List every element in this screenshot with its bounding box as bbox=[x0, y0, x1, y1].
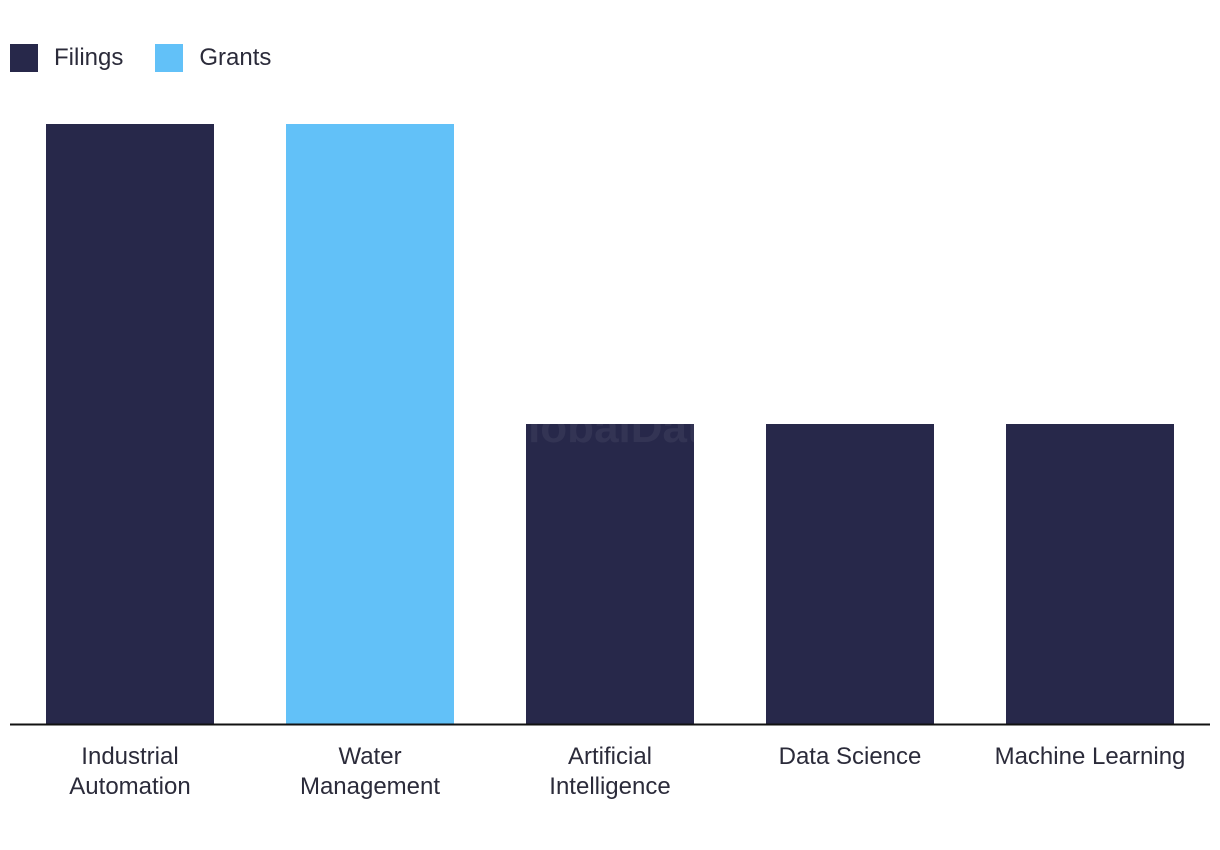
legend-item-filings: Filings bbox=[10, 44, 123, 72]
x-tick-label-0: Industrial Automation bbox=[69, 743, 190, 800]
bars-group bbox=[46, 124, 1174, 724]
watermark-text: GlobalData bbox=[494, 403, 727, 452]
legend-swatch-filings bbox=[10, 44, 38, 72]
legend-label-filings: Filings bbox=[54, 44, 124, 71]
x-tick-labels: Industrial Automation Water Management Artif… bbox=[69, 743, 1185, 800]
chart-legend: Filings Grants bbox=[10, 44, 271, 72]
legend-item-grants: Grants bbox=[155, 44, 271, 72]
bar-1 bbox=[286, 124, 454, 724]
legend-label-grants: Grants bbox=[199, 44, 272, 71]
bar-3 bbox=[766, 424, 934, 724]
bar-2 bbox=[526, 424, 694, 724]
x-tick-label-2: Artificial Intelligence bbox=[549, 743, 670, 800]
legend-swatch-grants bbox=[155, 44, 184, 72]
bar-0 bbox=[46, 124, 214, 724]
x-tick-label-3: Data Science bbox=[779, 743, 922, 770]
bar-4 bbox=[1006, 424, 1174, 724]
x-tick-label-4: Machine Learning bbox=[995, 743, 1186, 770]
x-tick-label-1: Water Management bbox=[300, 743, 440, 800]
